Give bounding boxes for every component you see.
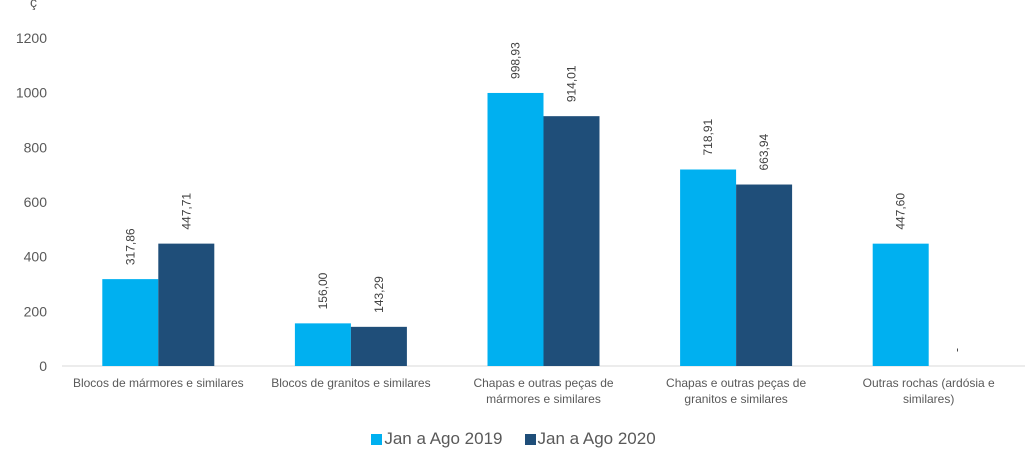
- data-label: -: [950, 348, 964, 352]
- bar-2020: [543, 116, 600, 367]
- bar-2020: [736, 184, 793, 366]
- legend-swatch-2020: [524, 433, 536, 445]
- data-label: 156,00: [316, 272, 330, 309]
- data-label: 447,71: [179, 193, 193, 230]
- legend-label-2020: Jan a Ago 2020: [537, 429, 656, 448]
- category-label: Outras rochas (ardósia e: [863, 376, 995, 390]
- legend-item-2019: Jan a Ago 2019: [371, 429, 503, 449]
- bars-group: [102, 92, 929, 367]
- data-label: 914,01: [565, 65, 579, 102]
- y-tick-label: 400: [24, 249, 48, 265]
- y-tick-label: 0: [39, 358, 47, 374]
- chart-title-fragment: ç: [30, 0, 37, 10]
- bar-2019: [680, 169, 737, 366]
- y-tick-label: 1000: [16, 85, 47, 101]
- bar-2019: [294, 323, 351, 366]
- y-tick-label: 800: [24, 139, 48, 155]
- y-tick-label: 600: [24, 194, 48, 210]
- data-label: 447,60: [894, 193, 908, 230]
- data-label: 998,93: [509, 42, 523, 79]
- legend: Jan a Ago 2019 Jan a Ago 2020: [0, 429, 1027, 449]
- data-label: 143,29: [372, 276, 386, 313]
- bar-2019: [872, 243, 929, 366]
- category-label: similares): [903, 392, 954, 406]
- bar-2020: [158, 243, 215, 366]
- bar-2019: [487, 92, 544, 366]
- bar-chart: ç 0 200 400 600 800 1000 1200 317,86 447,71 156,…: [16, 0, 1025, 406]
- data-labels-group: 317,86 447,71 156,00 143,29 998,93 914,01 718,…: [123, 42, 963, 352]
- category-label: Chapas e outras peças de: [473, 376, 613, 390]
- category-labels-group: Blocos de mármores e similares Blocos de …: [73, 376, 995, 406]
- legend-swatch-2019: [371, 433, 383, 445]
- y-tick-label: 200: [24, 303, 48, 319]
- category-label: mármores e similares: [486, 392, 601, 406]
- category-label: Blocos de mármores e similares: [73, 376, 244, 390]
- legend-item-2020: Jan a Ago 2020: [524, 429, 656, 449]
- data-label: 718,91: [701, 118, 715, 155]
- legend-label-2019: Jan a Ago 2019: [384, 429, 503, 448]
- bar-2020: [350, 326, 407, 366]
- data-label: 317,86: [123, 228, 137, 265]
- category-label: Chapas e outras peças de: [666, 376, 806, 390]
- category-label: Blocos de granitos e similares: [271, 376, 430, 390]
- y-axis: 0 200 400 600 800 1000 1200: [16, 30, 47, 374]
- category-label: granitos e similares: [684, 392, 787, 406]
- bar-2019: [102, 279, 159, 366]
- y-tick-label: 1200: [16, 30, 47, 46]
- data-label: 663,94: [757, 133, 771, 170]
